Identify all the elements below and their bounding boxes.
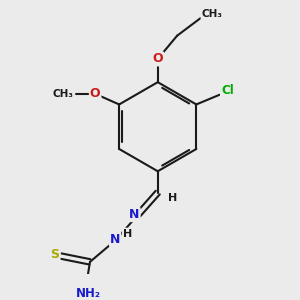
Text: N: N: [129, 208, 140, 221]
Text: O: O: [152, 52, 163, 65]
Text: H: H: [168, 194, 177, 203]
Text: CH₃: CH₃: [53, 88, 74, 99]
Text: H: H: [123, 229, 132, 238]
Text: NH₂: NH₂: [76, 287, 100, 300]
Text: CH₃: CH₃: [202, 9, 223, 20]
Text: O: O: [90, 87, 101, 100]
Text: Cl: Cl: [221, 84, 234, 98]
Text: S: S: [51, 248, 60, 261]
Text: N: N: [110, 233, 120, 246]
